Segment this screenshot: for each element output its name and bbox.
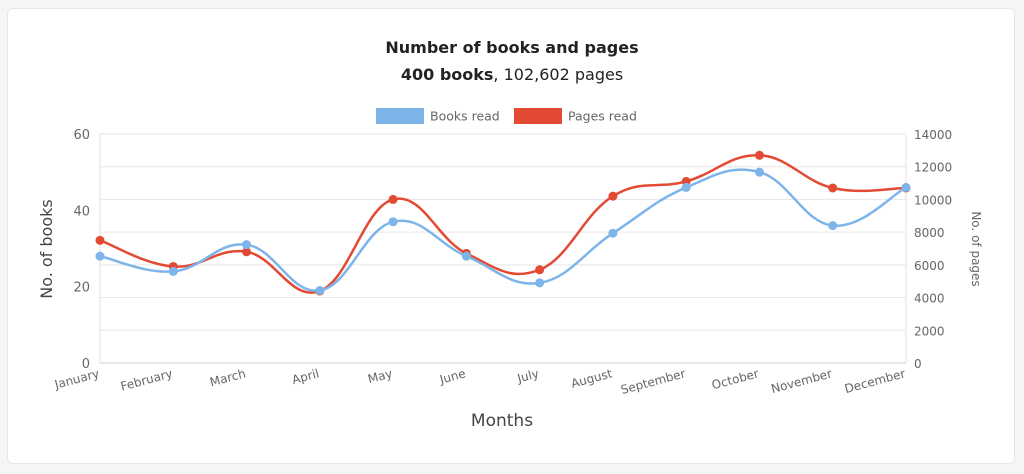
y-tick-label: 40 [73,204,90,219]
books-read-point [608,228,618,238]
y-axis-title: No. of books [37,199,56,299]
x-tick-label: December [843,366,907,396]
pages-read-point [535,265,545,275]
legend-swatch-pages-read [514,108,562,124]
books-read-point [828,221,838,231]
y2-axis-title: No. of pages [969,211,983,286]
books-read-point [95,251,105,261]
y2-tick-label: 8000 [914,226,945,240]
y2-tick-label: 12000 [914,161,952,175]
x-tick-label: April [290,366,320,387]
pages-read-point [608,191,618,201]
chart-title: Number of books and pages [385,38,639,57]
x-tick-label: August [569,366,613,390]
books-read-line [99,168,907,292]
pages-read-point [388,194,398,204]
books-read-point [242,240,252,250]
legend-swatch-books-read [376,108,424,124]
y2-tick-label: 6000 [914,259,945,273]
chart-subtitle: 400 books, 102,602 pages [0,65,1024,84]
y2-tick-label: 10000 [914,193,952,207]
x-tick-label: May [366,366,394,386]
books-read-point [535,278,545,288]
y2-tick-label: 2000 [914,324,945,338]
pages-read-point [242,247,252,257]
books-read-point [315,285,325,295]
y2-tick-label: 14000 [914,128,952,142]
legend-label-pages-read: Pages read [568,109,637,124]
pages-read-point [95,235,105,245]
y-tick-label: 60 [73,128,90,143]
books-read-point [901,182,911,192]
books-read-point [168,266,178,276]
pages-total: 102,602 pages [503,65,624,84]
pages-read-point [828,183,838,193]
books-read-point [461,251,471,261]
x-tick-label: July [515,366,540,385]
x-tick-label: June [437,366,467,387]
legend-label-books-read: Books read [430,109,500,124]
y2-tick-label: 4000 [914,292,945,306]
y2-tick-label: 0 [914,357,922,371]
subtitle-separator: , [493,65,499,84]
books-read-point [388,217,398,227]
x-tick-label: November [770,366,834,396]
y-tick-label: 20 [73,281,90,296]
x-tick-label: October [710,366,760,392]
books-total: 400 books [400,65,494,84]
x-tick-label: February [119,366,174,393]
x-axis-title: Months [471,411,533,431]
books-read-point [681,182,691,192]
x-tick-label: September [619,366,687,397]
x-tick-label: January [52,366,101,392]
books-read-point [754,167,764,177]
x-tick-label: March [208,366,247,389]
chart-card [7,8,1015,464]
pages-read-point [754,150,764,160]
pages-read-line [99,154,907,294]
y-tick-label: 0 [82,357,90,372]
